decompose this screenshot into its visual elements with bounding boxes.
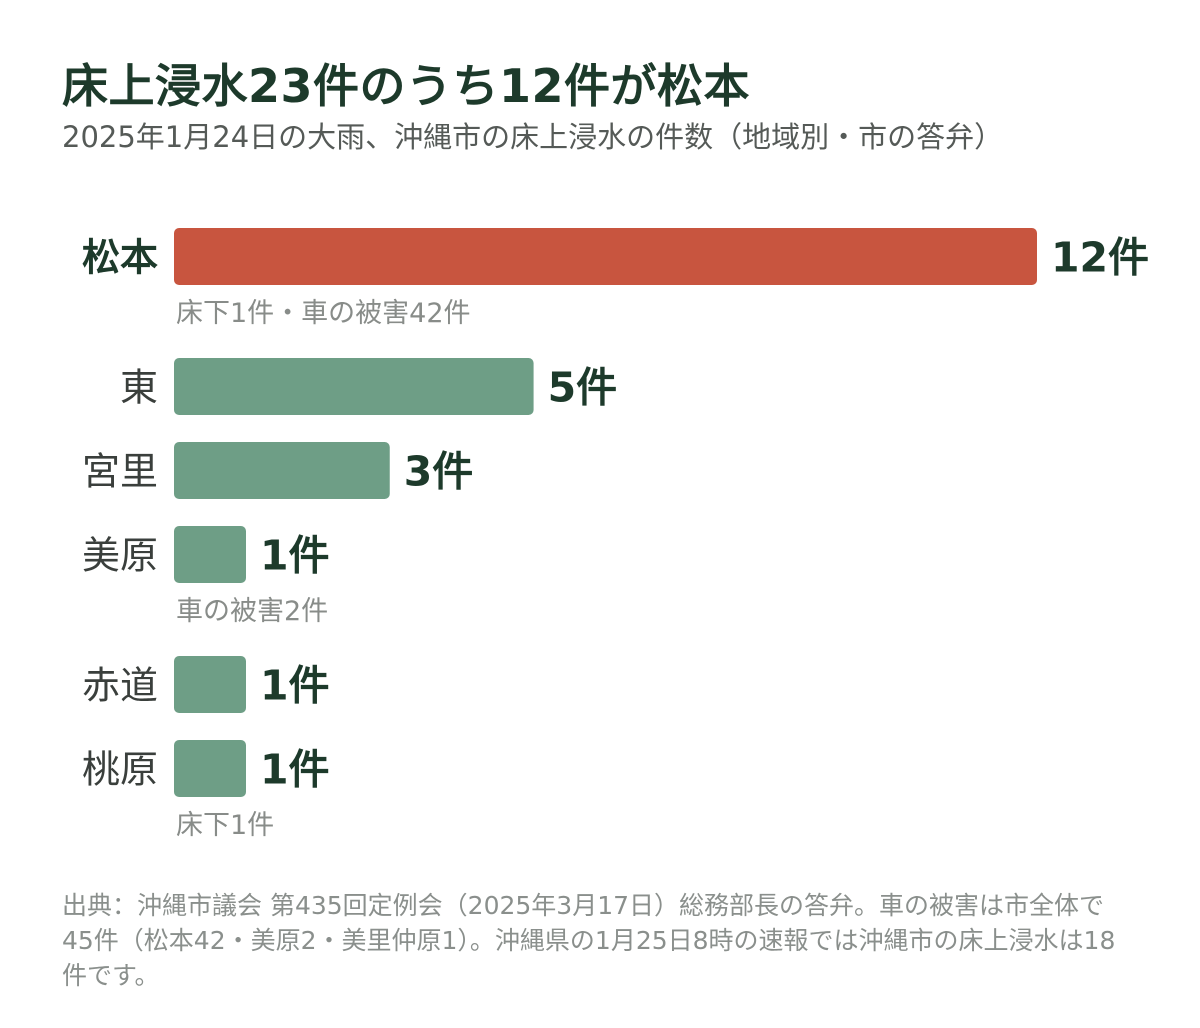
bar — [174, 228, 1037, 285]
category-label: 東 — [120, 366, 158, 410]
page-title: 床上浸水23件のうち12件が松本 — [62, 59, 751, 113]
category-label: 宮里 — [82, 450, 158, 494]
category-label: 松本 — [82, 236, 158, 280]
page-subtitle: 2025年1月24日の大雨、沖縄市の床上浸水の件数（地域別・市の答弁） — [62, 120, 1004, 154]
value-label: 1件 — [260, 746, 330, 794]
bar — [174, 526, 246, 583]
bar — [174, 442, 390, 499]
category-label: 赤道 — [82, 664, 158, 708]
value-label: 1件 — [260, 662, 330, 710]
bar-note: 床下1件 — [176, 810, 274, 841]
bar — [174, 656, 246, 713]
source-footnote: 出典：沖縄市議会 第435回定例会（2025年3月17日）総務部長の答弁。車の被… — [62, 891, 1116, 990]
value-label: 1件 — [260, 532, 330, 580]
category-label: 美原 — [82, 534, 158, 578]
bar — [174, 358, 534, 415]
value-label: 5件 — [548, 364, 618, 412]
bar — [174, 740, 246, 797]
value-label: 12件 — [1051, 234, 1149, 282]
value-label: 3件 — [404, 448, 474, 496]
category-label: 桃原 — [82, 748, 158, 792]
bar-note: 床下1件・車の被害42件 — [176, 298, 471, 329]
bar-note: 車の被害2件 — [176, 596, 328, 627]
